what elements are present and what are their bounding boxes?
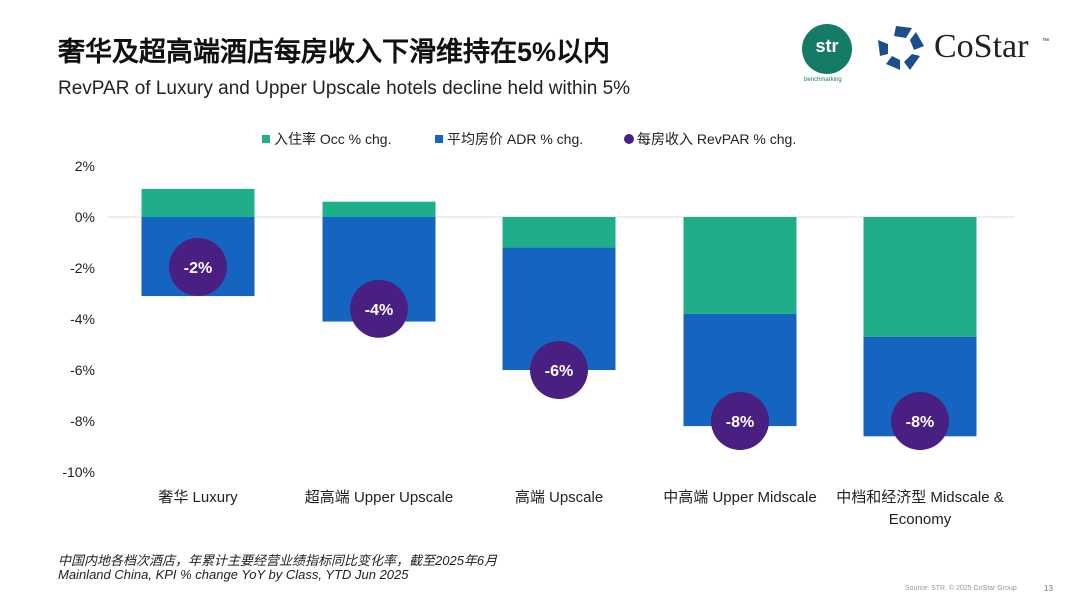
revpar-bubble (169, 238, 227, 296)
revpar-bubble (711, 392, 769, 450)
bar-occ (322, 201, 436, 217)
y-tick-label: -8% (70, 413, 95, 429)
page-title: 奢华及超高端酒店每房收入下滑维持在5%以内 (58, 37, 611, 67)
revpar-bubble (891, 392, 949, 450)
str-logo-text: str (815, 36, 839, 56)
legend-swatch (435, 135, 443, 143)
str-logo-sub: benchmarking (804, 77, 842, 83)
page-number: 13 (1044, 584, 1053, 593)
source-note: Source: STR. © 2025 CoStar Group (905, 585, 1017, 592)
footnote-en-rest: KPI % change YoY by Class, YTD Jun 2025 (151, 567, 409, 582)
bar-occ (502, 217, 616, 248)
costar-logo-text: CoStar (934, 28, 1029, 65)
legend-label: 每房收入 RevPAR % chg. (637, 131, 796, 147)
legend-label: 入住率 Occ % chg. (274, 131, 391, 147)
footnote-cn: 中国内地各档次酒店，年累计主要经营业绩指标同比变化率，截至2025年6月 (58, 553, 498, 568)
revpar-label: -8% (906, 414, 934, 431)
y-tick-label: -6% (70, 362, 95, 378)
revpar-label: -2% (184, 260, 212, 277)
legend-swatch (624, 134, 634, 144)
bar-occ (141, 188, 255, 217)
revpar-bubble (530, 341, 588, 399)
revpar-label: -4% (365, 302, 393, 319)
x-tick-label: 奢华 Luxury (158, 489, 238, 506)
costar-star-icon (878, 26, 924, 70)
y-tick-label: 0% (75, 209, 95, 225)
revpar-bubble (350, 279, 408, 338)
chart: 2% 0% -2% -4% -6% -8% -10% 入住率 Occ % chg. 平均房价 A… (62, 131, 1015, 528)
costar-tm: ™ (1042, 38, 1049, 45)
bar-occ (683, 217, 797, 314)
legend-swatch (262, 135, 270, 143)
x-tick-label: 中档和经济型 Midscale & (836, 489, 1004, 506)
bar-occ (863, 217, 977, 337)
footnote-en: Mainland China, KPI % change YoY by Clas… (58, 567, 409, 582)
footnote-en-italic: Mainland China, (58, 567, 152, 582)
x-tick-label: Economy (889, 511, 952, 528)
y-tick-label: -2% (70, 260, 95, 276)
x-tick-label: 中高端 Upper Midscale (663, 489, 816, 506)
str-logo: str (802, 24, 852, 74)
revpar-label: -8% (726, 414, 754, 431)
revpar-label: -6% (545, 363, 573, 380)
page-subtitle: RevPAR of Luxury and Upper Upscale hotel… (58, 78, 631, 99)
y-tick-label: 2% (75, 158, 95, 174)
y-tick-label: -4% (70, 311, 95, 327)
x-tick-label: 超高端 Upper Upscale (305, 489, 453, 506)
y-tick-label: -10% (62, 464, 95, 480)
legend-label: 平均房价 ADR % chg. (447, 131, 583, 147)
x-tick-label: 高端 Upscale (515, 489, 603, 506)
